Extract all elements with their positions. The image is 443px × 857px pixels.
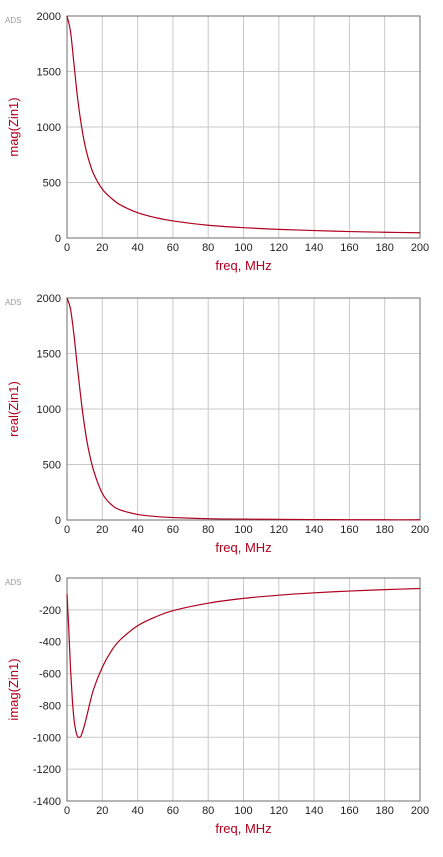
- x-tick-label: 120: [270, 524, 288, 536]
- y-tick-label: 0: [55, 573, 61, 585]
- x-tick-label: 160: [340, 524, 358, 536]
- x-tick-label: 80: [202, 805, 214, 817]
- ads-watermark: ADS: [5, 298, 21, 307]
- y-tick-label: -1000: [33, 732, 61, 744]
- chart-3: 0 20 40 60 80 100 120 140 160 180 200 -1400 -1200 -10…: [5, 573, 429, 836]
- x-tick-label: 20: [96, 524, 108, 536]
- y-tick-label: 500: [43, 178, 61, 190]
- x-tick-label: 60: [167, 242, 179, 254]
- chart-2: 0 20 40 60 80 100 120 140 160 180 2000500100015002…: [5, 293, 429, 555]
- x-axis-label: freq, MHz: [215, 821, 271, 836]
- x-tick-label: 100: [234, 242, 252, 254]
- y-tick-label: 500: [43, 460, 61, 472]
- y-tick-label: -1200: [33, 764, 61, 776]
- x-tick-label: 140: [305, 524, 323, 536]
- y-tick-label: 2000: [37, 293, 61, 305]
- x-tick-label: 60: [167, 524, 179, 536]
- x-tick-label: 120: [270, 242, 288, 254]
- x-tick-label: 140: [305, 242, 323, 254]
- chart-1: 0 20 40 60 80 100 120 140 160 180 2000500100015002…: [5, 11, 429, 273]
- y-tick-label: 1500: [37, 349, 61, 361]
- y-tick-label: 0: [55, 515, 61, 527]
- y-axis-label: imag(Zin1): [6, 658, 21, 720]
- x-tick-label: 80: [202, 242, 214, 254]
- x-tick-label: 60: [167, 805, 179, 817]
- x-tick-label: 0: [64, 524, 70, 536]
- y-axis-label: mag(Zin1): [6, 97, 21, 156]
- y-tick-label: -600: [39, 669, 61, 681]
- plot-frame: [66, 15, 421, 239]
- ads-watermark: ADS: [5, 16, 21, 25]
- x-axis-label: freq, MHz: [215, 258, 271, 273]
- x-tick-label: 120: [270, 805, 288, 817]
- y-tick-label: -1400: [33, 796, 61, 808]
- x-tick-label: 0: [64, 242, 70, 254]
- series-line: [66, 15, 421, 234]
- x-tick-label: 20: [96, 242, 108, 254]
- y-tick-label: 2000: [37, 11, 61, 23]
- y-axis-label: real(Zin1): [6, 381, 21, 437]
- y-tick-label: -400: [39, 637, 61, 649]
- series-line: [66, 587, 421, 738]
- x-tick-label: 200: [411, 805, 429, 817]
- x-tick-label: 180: [376, 242, 394, 254]
- series-line: [66, 297, 421, 521]
- x-tick-label: 40: [131, 524, 143, 536]
- x-tick-label: 100: [234, 805, 252, 817]
- x-tick-label: 160: [340, 242, 358, 254]
- y-tick-label: 0: [55, 233, 61, 245]
- x-tick-label: 160: [340, 805, 358, 817]
- plot-frame: [66, 297, 421, 521]
- x-tick-label: 20: [96, 805, 108, 817]
- x-tick-label: 80: [202, 524, 214, 536]
- x-tick-label: 40: [131, 805, 143, 817]
- x-tick-label: 0: [64, 805, 70, 817]
- x-tick-label: 200: [411, 524, 429, 536]
- plot-frame: [66, 577, 421, 802]
- y-tick-label: 1000: [37, 122, 61, 134]
- y-tick-label: -200: [39, 605, 61, 617]
- y-tick-label: 1500: [37, 67, 61, 79]
- x-axis-label: freq, MHz: [215, 540, 271, 555]
- y-tick-label: 1000: [37, 404, 61, 416]
- x-tick-label: 180: [376, 805, 394, 817]
- x-tick-label: 40: [131, 242, 143, 254]
- y-tick-label: -800: [39, 700, 61, 712]
- ads-watermark: ADS: [5, 578, 21, 587]
- x-tick-label: 140: [305, 805, 323, 817]
- x-tick-label: 180: [376, 524, 394, 536]
- x-tick-label: 100: [234, 524, 252, 536]
- x-tick-label: 200: [411, 242, 429, 254]
